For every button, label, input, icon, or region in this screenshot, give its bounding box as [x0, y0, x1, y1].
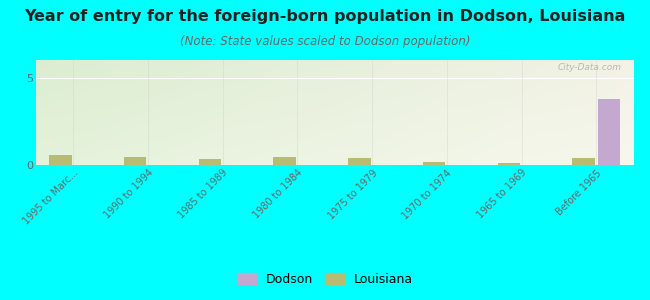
Text: Year of entry for the foreign-born population in Dodson, Louisiana: Year of entry for the foreign-born popul… [24, 9, 626, 24]
Bar [598, 98, 620, 165]
Bar [498, 163, 520, 165]
Legend: Dodson, Louisiana: Dodson, Louisiana [232, 268, 418, 291]
Bar [423, 162, 445, 165]
Bar [49, 155, 72, 165]
Bar [573, 158, 595, 165]
Bar [274, 157, 296, 165]
Text: (Note: State values scaled to Dodson population): (Note: State values scaled to Dodson pop… [180, 34, 470, 47]
Bar [124, 157, 146, 165]
Bar [199, 159, 221, 165]
Text: City-Data.com: City-Data.com [558, 63, 622, 72]
Bar [348, 158, 370, 165]
